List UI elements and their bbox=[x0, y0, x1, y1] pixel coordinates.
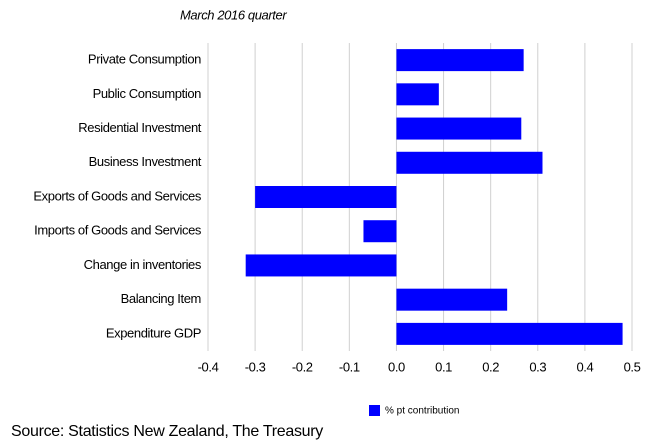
y-tick-label: Exports of Goods and Services bbox=[33, 188, 202, 203]
x-tick-label: 0.2 bbox=[482, 359, 499, 374]
y-tick-label: Balancing Item bbox=[121, 291, 201, 306]
y-tick-label: Business Investment bbox=[89, 154, 202, 169]
x-tick-label: -0.4 bbox=[198, 359, 219, 374]
y-tick-label: Expenditure GDP bbox=[106, 325, 201, 340]
bar bbox=[245, 254, 397, 277]
bar bbox=[396, 288, 508, 311]
bar bbox=[396, 322, 623, 345]
bar bbox=[396, 49, 524, 72]
x-tick-label: 0.4 bbox=[576, 359, 593, 374]
legend-swatch bbox=[369, 405, 380, 416]
x-tick-label: -0.3 bbox=[245, 359, 266, 374]
y-tick-label: Change in inventories bbox=[84, 257, 202, 272]
y-tick-label: Imports of Goods and Services bbox=[34, 223, 202, 238]
legend-label: % pt contribution bbox=[385, 406, 460, 417]
bar bbox=[363, 220, 397, 243]
chart-subtitle: March 2016 quarter bbox=[180, 7, 287, 22]
bar bbox=[396, 117, 522, 140]
x-tick-label: 0.3 bbox=[529, 359, 546, 374]
x-tick-label: -0.2 bbox=[292, 359, 313, 374]
y-tick-label: Public Consumption bbox=[93, 86, 202, 101]
x-tick-label: -0.1 bbox=[339, 359, 360, 374]
x-tick-label: 0.0 bbox=[388, 359, 405, 374]
x-tick-label: 0.1 bbox=[435, 359, 452, 374]
y-tick-label: Residential Investment bbox=[78, 120, 201, 135]
bar bbox=[255, 186, 397, 208]
y-tick-label: Private Consumption bbox=[88, 52, 201, 67]
source-note: Source: Statistics New Zealand, The Trea… bbox=[11, 423, 323, 440]
bar bbox=[396, 83, 439, 106]
bar bbox=[396, 151, 543, 174]
x-tick-label: 0.5 bbox=[624, 359, 641, 374]
